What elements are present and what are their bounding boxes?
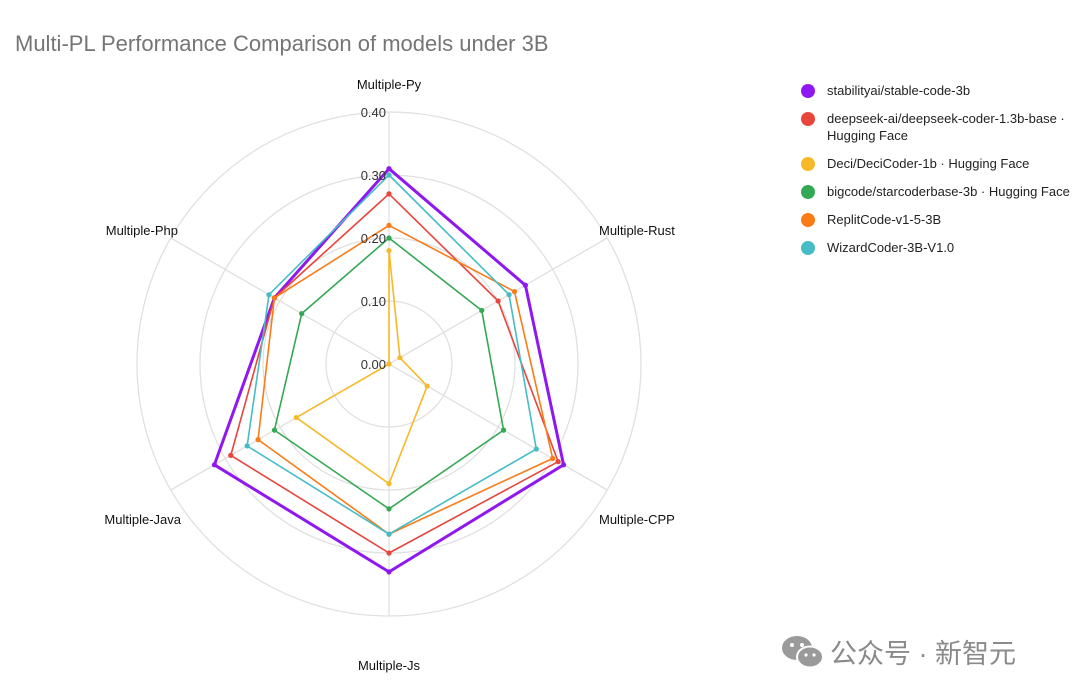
series-group: [271, 235, 507, 512]
radar-series: [211, 166, 567, 575]
data-point: [511, 288, 518, 295]
data-point: [533, 446, 539, 452]
axis-label: Multiple-CPP: [599, 512, 675, 527]
data-point: [293, 414, 299, 421]
legend-marker: [801, 213, 815, 227]
data-point: [479, 307, 485, 314]
data-point: [386, 569, 392, 575]
series-group: [293, 248, 430, 487]
tick-label: 0.10: [361, 294, 386, 309]
data-point: [386, 506, 392, 512]
data-point: [266, 292, 272, 298]
legend-marker: [801, 241, 815, 255]
data-point: [386, 235, 392, 241]
data-point: [386, 222, 392, 228]
axis-label: Multiple-Js: [358, 658, 421, 673]
chart-legend: stabilityai/stable-code-3b deepseek-ai/de…: [800, 82, 1075, 267]
data-point: [555, 459, 561, 465]
data-point: [271, 427, 278, 433]
legend-marker: [801, 185, 815, 199]
data-point: [424, 383, 430, 389]
legend-item[interactable]: deepseek-ai/deepseek-coder-1.3b-base · H…: [800, 110, 1075, 144]
tick-label: 0.30: [361, 168, 386, 183]
data-point: [560, 462, 567, 468]
data-point: [506, 292, 512, 298]
data-point: [386, 191, 392, 197]
legend-item[interactable]: bigcode/starcoderbase-3b · Hugging Face: [800, 183, 1075, 200]
legend-item[interactable]: ReplitCode-v1-5-3B: [800, 211, 1075, 228]
legend-label: Deci/DeciCoder-1b · Hugging Face: [827, 156, 1030, 171]
tick-label: 0.00: [361, 357, 386, 372]
wechat-icon: [782, 635, 824, 668]
data-point: [397, 355, 403, 361]
chart-title: Multi-PL Performance Comparison of model…: [15, 31, 549, 56]
watermark-text: 公众号 · 新智元: [830, 639, 1016, 669]
radar-labels: 0.00 0.10 0.20 0.30 0.40 Multiple-Py Multiple-…: [104, 77, 675, 673]
axis-label: Multiple-Rust: [599, 223, 675, 238]
axis-spoke: [170, 237, 390, 365]
data-point: [386, 481, 392, 487]
tick-label: 0.40: [361, 105, 386, 120]
legend-marker: [801, 112, 815, 126]
axis-label: Multiple-Py: [357, 77, 422, 92]
data-point: [244, 443, 250, 449]
legend-marker: [801, 84, 815, 98]
data-point: [255, 437, 261, 443]
data-point: [386, 172, 392, 178]
data-point: [228, 452, 234, 458]
legend-label: bigcode/starcoderbase-3b · Hugging Face: [827, 184, 1070, 199]
series-group: [244, 172, 539, 537]
legend-label: stabilityai/stable-code-3b: [827, 83, 971, 98]
legend-item[interactable]: WizardCoder-3B-V1.0: [800, 239, 1075, 256]
data-point: [495, 298, 501, 304]
legend-label: ReplitCode-v1-5-3B: [827, 212, 942, 227]
data-point: [386, 550, 392, 556]
tick-label: 0.20: [361, 231, 386, 246]
legend-marker: [801, 157, 815, 171]
data-point: [299, 311, 305, 317]
data-point: [500, 427, 507, 433]
axis-label: Multiple-Php: [106, 223, 178, 238]
radar-chart: 0.00 0.10 0.20 0.30 0.40 Multiple-Py Multiple-…: [104, 77, 675, 673]
watermark: 公众号 · 新智元: [780, 632, 1016, 671]
legend-label: deepseek-ai/deepseek-coder-1.3b-base · H…: [827, 111, 1065, 143]
data-point: [386, 248, 392, 254]
data-point: [550, 455, 556, 462]
legend-label: WizardCoder-3B-V1.0: [827, 240, 955, 255]
series-group: [228, 191, 561, 556]
axis-label: Multiple-Java: [104, 512, 181, 527]
legend-item[interactable]: Deci/DeciCoder-1b · Hugging Face: [800, 155, 1075, 172]
legend-item[interactable]: stabilityai/stable-code-3b: [800, 82, 1075, 99]
data-point: [271, 295, 278, 301]
data-point: [386, 166, 392, 172]
data-point: [211, 462, 218, 468]
series-line: [246, 174, 538, 535]
data-point: [522, 282, 528, 288]
data-point: [386, 531, 392, 537]
data-point: [386, 361, 392, 367]
